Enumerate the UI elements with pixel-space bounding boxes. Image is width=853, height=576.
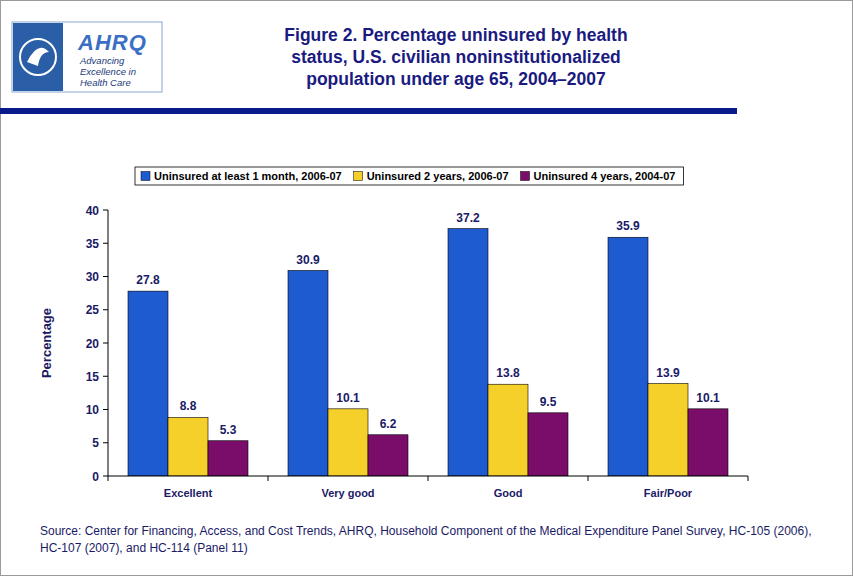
y-tick (103, 476, 108, 477)
x-tick-label: Fair/Poor (644, 487, 693, 499)
x-tick (108, 476, 109, 481)
legend-label: Uninsured at least 1 month, 2006-07 (154, 170, 342, 182)
bars (128, 229, 728, 476)
bar (168, 417, 208, 476)
data-label: 8.8 (180, 399, 197, 413)
legend: Uninsured at least 1 month, 2006-07 Unins… (135, 167, 683, 185)
y-tick-label: 5 (92, 436, 99, 450)
bar (648, 384, 688, 476)
logo-tagline: Advancing Excellence in Health Care (80, 55, 154, 88)
bar (688, 409, 728, 476)
data-label: 13.8 (496, 366, 520, 380)
bar (368, 435, 408, 476)
y-tick-label: 20 (86, 337, 100, 351)
bar (488, 384, 528, 476)
bar (528, 413, 568, 476)
legend-swatch (141, 172, 150, 181)
y-tick-label: 40 (86, 204, 100, 218)
logo-box (12, 22, 162, 92)
x-tick-label: Very good (321, 487, 374, 499)
y-tick (103, 210, 108, 211)
bar (288, 271, 328, 476)
y-tick-label: 30 (86, 270, 100, 284)
data-label: 10.1 (336, 391, 360, 405)
data-label: 30.9 (296, 253, 320, 267)
y-tick-label: 10 (86, 403, 100, 417)
x-tick (428, 476, 429, 481)
y-tick (103, 309, 108, 310)
legend-swatch (521, 172, 530, 181)
title: Figure 2. Percentage uninsured by health… (268, 24, 644, 90)
data-label: 37.2 (456, 211, 480, 225)
logo-seal (20, 39, 56, 75)
x-tick (268, 476, 269, 481)
data-label: 9.5 (540, 395, 557, 409)
y-tick (103, 376, 108, 377)
legend-label: Uninsured 2 years, 2006-07 (367, 170, 509, 182)
bar (328, 409, 368, 476)
data-label: 6.2 (380, 417, 397, 431)
data-label: 35.9 (616, 219, 640, 233)
y-tick (103, 276, 108, 277)
y-tick (103, 243, 108, 244)
y-tick-label: 15 (86, 370, 100, 384)
x-tick-label: Excellent (164, 487, 213, 499)
logo-name: AHRQ (78, 30, 147, 56)
x-tick (588, 476, 589, 481)
source-note: Source: Center for Financing, Access, an… (40, 523, 825, 557)
y-tick (103, 409, 108, 410)
bar (208, 441, 248, 476)
y-tick-label: 25 (86, 303, 100, 317)
x-tick-label: Good (494, 487, 523, 499)
y-tick (103, 442, 108, 443)
x-tick (748, 476, 749, 481)
legend-swatch (354, 172, 363, 181)
bar (448, 229, 488, 476)
y-tick (103, 343, 108, 344)
header-rule (0, 108, 737, 114)
logo-emblem (13, 23, 63, 91)
bar (128, 291, 168, 476)
legend-label: Uninsured 4 years, 2004-07 (534, 170, 676, 182)
y-tick-label: 0 (92, 470, 99, 484)
data-label: 13.9 (656, 366, 680, 380)
data-label: 5.3 (220, 423, 237, 437)
legend-box (135, 167, 683, 185)
data-label: 27.8 (136, 273, 160, 287)
bar (608, 237, 648, 476)
y-tick-label: 35 (86, 237, 100, 251)
y-axis-label: Percentage (39, 308, 54, 378)
logo-eagle (27, 48, 49, 66)
data-label: 10.1 (696, 391, 720, 405)
